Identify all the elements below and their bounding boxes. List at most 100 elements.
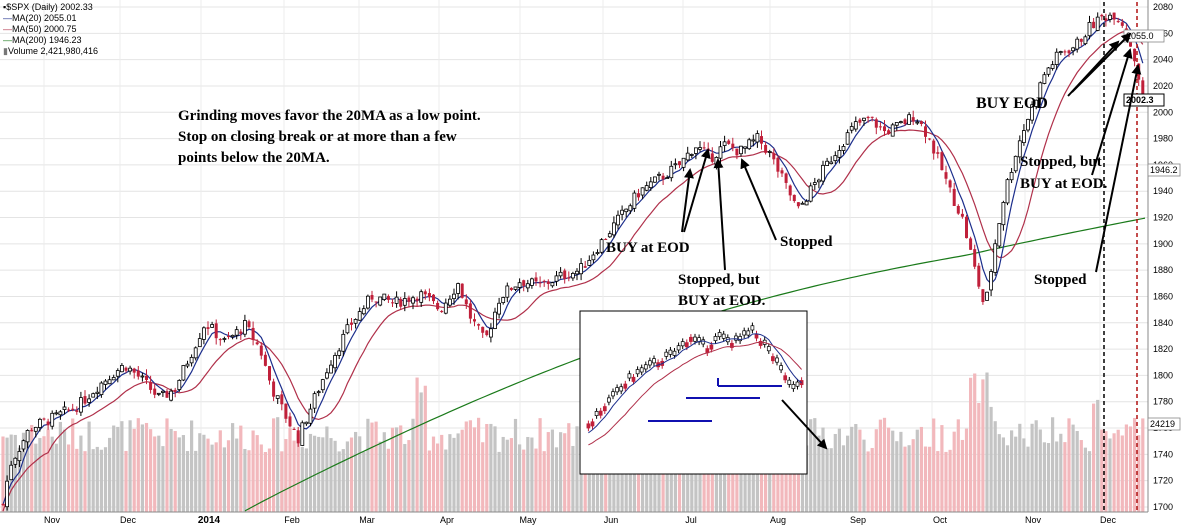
candle-body <box>268 366 271 381</box>
candle-body <box>710 153 714 162</box>
volume-bar <box>911 439 915 512</box>
volume-bar <box>87 421 91 512</box>
candle-body <box>932 140 936 154</box>
volume-bar <box>964 428 969 512</box>
volume-bar <box>694 450 698 512</box>
candle-body <box>936 152 940 154</box>
volume-bar <box>936 451 940 512</box>
candle-body <box>604 239 608 241</box>
inset-candle-body <box>775 357 779 363</box>
candle-body <box>587 259 592 266</box>
volume-bar <box>1124 424 1128 512</box>
inset-candle-body <box>791 384 796 389</box>
volume-bar <box>776 445 780 512</box>
inset-candle-body <box>701 339 706 345</box>
inset-candle-body <box>648 360 652 366</box>
candle-body <box>13 457 18 465</box>
volume-bar <box>67 444 71 512</box>
volume-bar <box>54 443 58 512</box>
inset-chart <box>579 310 808 475</box>
candle-body <box>288 416 292 427</box>
candle-body <box>903 119 907 125</box>
volume-bar <box>1071 424 1075 512</box>
volume-bar <box>1005 445 1010 512</box>
candle-body <box>1054 51 1059 65</box>
volume-bar <box>190 420 194 512</box>
volume-bar <box>173 431 177 512</box>
volume-bar <box>214 442 218 512</box>
candle-body <box>874 119 878 128</box>
candle-body <box>25 430 30 443</box>
inset-candle-body <box>717 332 722 338</box>
volume-bar <box>1067 418 1071 512</box>
candle-body <box>698 147 702 150</box>
volume-bar <box>850 426 854 512</box>
volume-bar <box>46 429 50 512</box>
volume-bar <box>973 373 977 512</box>
candle-body <box>50 412 55 427</box>
candle-body <box>497 302 502 315</box>
volume-bar <box>538 418 542 512</box>
price-label-ma20: 2055.0 <box>1123 29 1165 43</box>
volume-bar <box>75 448 79 512</box>
volume-bar <box>477 417 481 512</box>
volume-bar <box>780 439 784 512</box>
volume-bar <box>153 436 157 512</box>
volume-bar <box>1063 442 1067 512</box>
volume-bar <box>632 443 636 512</box>
candle-body <box>255 342 259 345</box>
candle-body <box>91 393 96 398</box>
volume-bar <box>985 372 989 512</box>
candle-body <box>554 275 559 282</box>
volume-bar <box>1079 440 1083 512</box>
volume-bar <box>460 429 464 512</box>
volume-bar <box>284 439 288 512</box>
candle-body <box>928 138 932 140</box>
volume-bar <box>1120 435 1124 512</box>
candle-body <box>1058 51 1063 53</box>
volume-bar <box>226 440 231 512</box>
volume-bar <box>292 440 296 512</box>
candle-body <box>1017 140 1022 158</box>
inset-candle-body <box>771 356 775 362</box>
volume-bar <box>497 451 501 512</box>
candle-body <box>251 327 255 340</box>
arrow-buy-jul-1 <box>681 168 694 233</box>
volume-bar <box>915 429 919 512</box>
volume-bar <box>202 434 206 512</box>
candle-body <box>997 223 1002 247</box>
volume-bar <box>288 428 292 512</box>
candle-body <box>772 153 776 160</box>
inset-candle-body <box>586 423 591 429</box>
volume-bar <box>251 430 255 512</box>
candle-body <box>1087 21 1092 37</box>
volume-bar <box>792 445 796 512</box>
candle-body <box>591 254 596 261</box>
candle-body <box>689 154 694 156</box>
candle-body <box>488 328 493 338</box>
candle-body <box>230 334 235 338</box>
volume-bar <box>1 436 5 512</box>
candle-body <box>30 430 34 432</box>
candle-body <box>989 271 993 291</box>
volume-bar <box>1116 429 1120 512</box>
arrow-stopped-but-dec <box>1091 48 1133 176</box>
candle-body <box>665 177 670 179</box>
annotation-buy-eod-jul: BUY at EOD <box>606 240 690 256</box>
annotation-stopped-dec: Stopped <box>1034 272 1087 288</box>
candle-body <box>1071 47 1075 52</box>
volume-bar <box>1108 438 1112 512</box>
inset-candle-body <box>689 336 693 342</box>
volume-bar <box>530 437 534 512</box>
candle-body <box>1030 104 1034 121</box>
candle-body <box>111 377 116 381</box>
candle-body <box>333 355 338 369</box>
volume-bar <box>210 444 214 512</box>
volume-bar <box>17 447 21 512</box>
annotation-line-1: Grinding moves favor the 20MA as a low p… <box>178 108 481 124</box>
volume-bar <box>895 441 899 512</box>
x-tick-label: Dec <box>1100 515 1117 525</box>
candle-body <box>79 397 83 413</box>
x-tick-label: Dec <box>120 515 137 525</box>
candle-body <box>632 192 637 209</box>
